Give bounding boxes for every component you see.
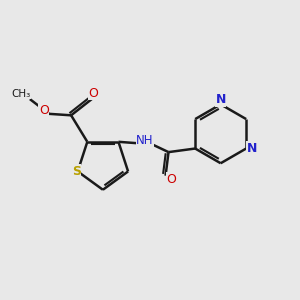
- Text: O: O: [167, 173, 176, 186]
- Text: O: O: [88, 87, 98, 100]
- Text: CH₃: CH₃: [11, 89, 31, 99]
- Text: NH: NH: [136, 134, 154, 147]
- Text: O: O: [39, 103, 49, 116]
- Text: S: S: [72, 165, 81, 178]
- Text: N: N: [247, 142, 257, 155]
- Text: N: N: [215, 93, 226, 106]
